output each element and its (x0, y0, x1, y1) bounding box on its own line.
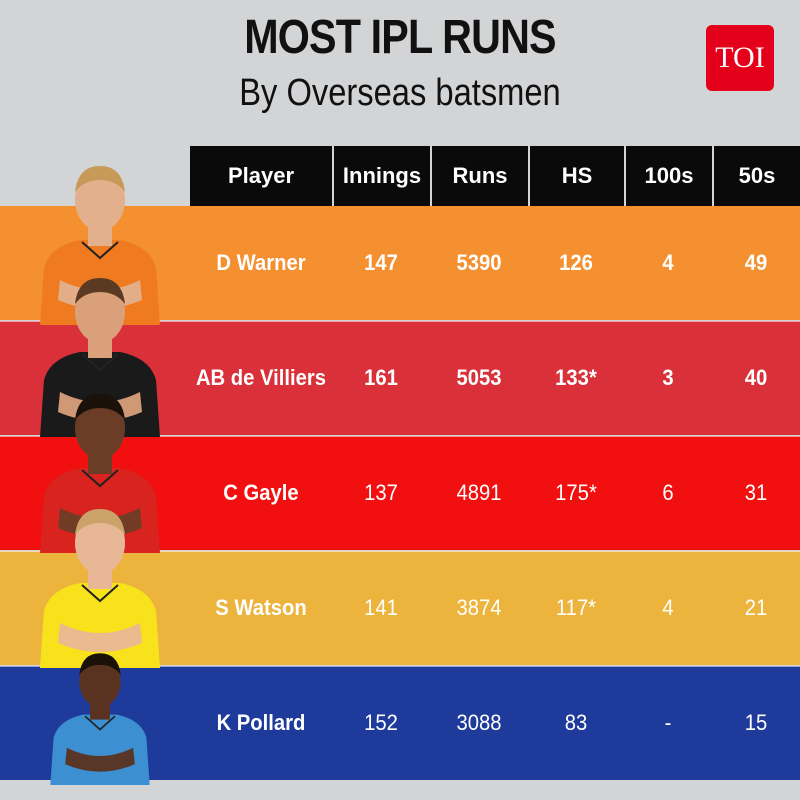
cell-innings: 141 (364, 595, 398, 620)
cell-runs: 4891 (456, 480, 502, 505)
table-header: Player Innings Runs HS 100s 50s (190, 146, 800, 206)
column-header-100s: 100s (624, 146, 712, 206)
cell-50s: 15 (744, 710, 768, 735)
column-header-player: Player (227, 163, 295, 188)
player-photo-icon (50, 653, 150, 785)
cell-runs: 5053 (456, 365, 502, 390)
cell-hs: 117* (555, 595, 597, 620)
cell-50s: 21 (744, 595, 768, 620)
cell-innings: 147 (364, 250, 398, 275)
cell-player: D Warner (216, 250, 306, 275)
cell-innings: 152 (364, 710, 398, 735)
row-divider (0, 436, 800, 437)
page-title: MOST IPL RUNS (244, 11, 556, 64)
cell-runs: 3088 (456, 710, 502, 735)
row-divider (0, 321, 800, 322)
cell-hs: 133* (555, 365, 597, 390)
page-subtitle: By Overseas batsmen (239, 72, 561, 114)
cell-50s: 49 (744, 250, 768, 275)
column-header-hs: HS (528, 146, 624, 206)
cell-50s: 40 (744, 365, 768, 390)
row-divider (0, 551, 800, 552)
cell-player: AB de Villiers (195, 365, 327, 390)
cell-100s: - (664, 710, 672, 735)
cell-hs: 175* (555, 480, 597, 505)
cell-100s: 3 (662, 365, 674, 390)
cell-innings: 161 (364, 365, 398, 390)
cell-100s: 4 (662, 595, 674, 620)
cell-hs: 126 (559, 250, 593, 275)
toi-logo: TOI (706, 25, 774, 91)
cell-innings: 137 (364, 480, 398, 505)
column-header-runs: Runs (430, 146, 528, 206)
column-header-innings: Innings (332, 146, 430, 206)
cell-runs: 5390 (456, 250, 502, 275)
cell-100s: 4 (662, 250, 674, 275)
cell-50s: 31 (744, 480, 768, 505)
player-photo-icon (40, 509, 160, 668)
cell-player: C Gayle (223, 480, 299, 505)
cell-player: S Watson (215, 595, 307, 620)
cell-100s: 6 (662, 480, 674, 505)
row-divider (0, 666, 800, 667)
cell-hs: 83 (564, 710, 588, 735)
column-header-50s: 50s (712, 146, 800, 206)
player-photo-icon (40, 394, 160, 553)
cell-runs: 3874 (456, 595, 502, 620)
cell-player: K Pollard (216, 710, 306, 735)
